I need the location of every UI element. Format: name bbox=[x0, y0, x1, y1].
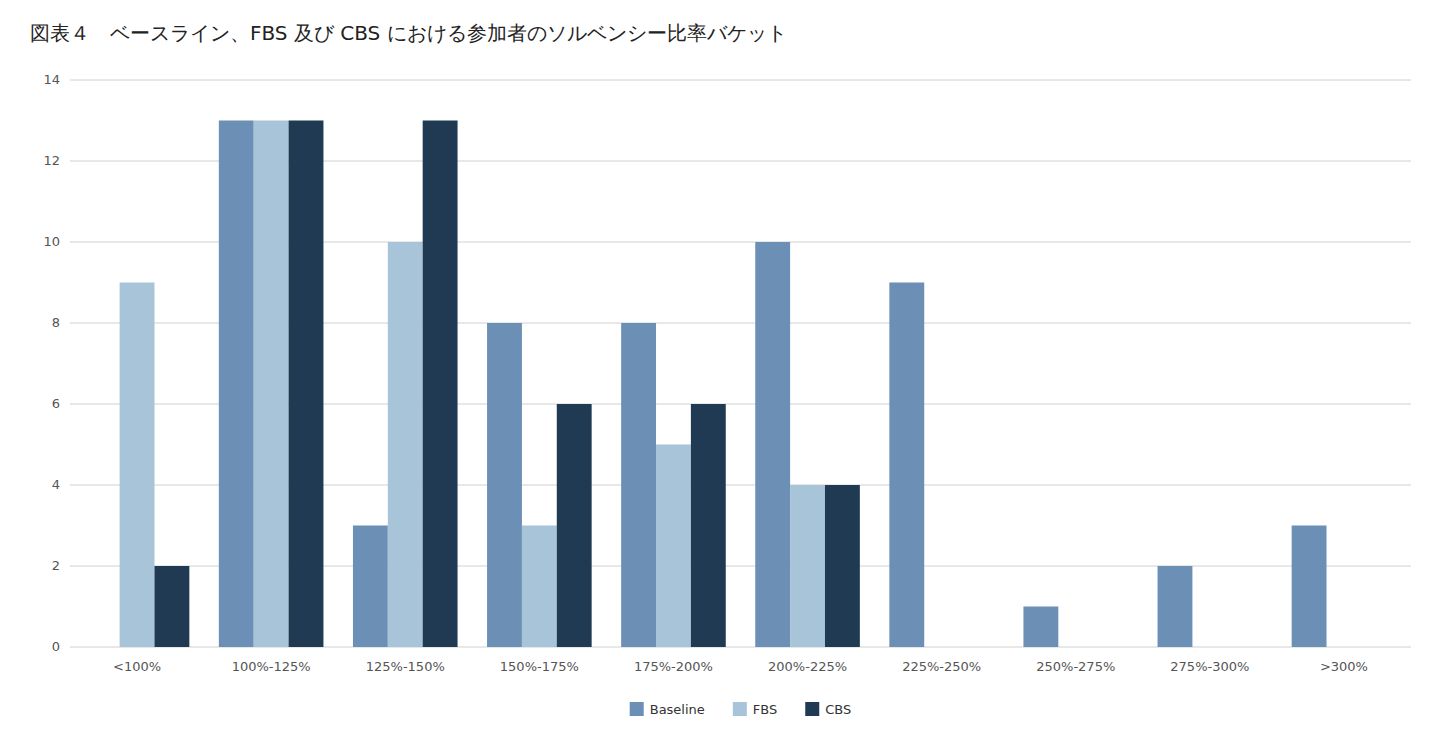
bar bbox=[889, 283, 924, 648]
bar bbox=[755, 242, 790, 647]
x-tick-label: 225%-250% bbox=[902, 659, 981, 674]
bar bbox=[621, 323, 656, 647]
x-tick-label: >300% bbox=[1320, 659, 1368, 674]
legend-item: CBS bbox=[805, 702, 851, 717]
x-tick-label: 175%-200% bbox=[634, 659, 713, 674]
bar bbox=[1192, 647, 1227, 648]
bar bbox=[1158, 566, 1193, 647]
chart-container: 図表４ ベースライン、FBS 及び CBS における参加者のソルベンシー比率バケ… bbox=[0, 0, 1451, 747]
x-tick-label: 275%-300% bbox=[1170, 659, 1249, 674]
legend-item: FBS bbox=[733, 702, 777, 717]
bar bbox=[254, 121, 289, 648]
y-tick-label: 4 bbox=[52, 477, 60, 492]
x-tick-label: 200%-225% bbox=[768, 659, 847, 674]
bar bbox=[924, 647, 959, 648]
legend-label: FBS bbox=[753, 702, 777, 717]
bar bbox=[120, 283, 155, 648]
x-tick-label: 125%-150% bbox=[366, 659, 445, 674]
bar bbox=[691, 404, 726, 647]
bar bbox=[825, 485, 860, 647]
y-tick-label: 0 bbox=[52, 639, 60, 654]
bar bbox=[388, 242, 423, 647]
y-tick-label: 6 bbox=[52, 396, 60, 411]
bar bbox=[85, 647, 120, 648]
y-tick-label: 2 bbox=[52, 558, 60, 573]
bar bbox=[1292, 526, 1327, 648]
bars bbox=[120, 121, 1327, 648]
x-tick-label: <100% bbox=[113, 659, 161, 674]
bar bbox=[219, 121, 254, 648]
legend-item: Baseline bbox=[630, 702, 705, 717]
bar bbox=[487, 323, 522, 647]
y-axis: 0 2 4 6 8 10 12 14 bbox=[43, 72, 1411, 654]
bar bbox=[1058, 647, 1093, 648]
series-2 bbox=[154, 121, 859, 648]
bar bbox=[1093, 647, 1128, 648]
bar bbox=[790, 485, 825, 647]
y-tick-label: 12 bbox=[43, 153, 60, 168]
bar bbox=[154, 566, 189, 647]
bar bbox=[353, 526, 388, 648]
legend-swatch bbox=[630, 702, 644, 716]
y-tick-label: 14 bbox=[43, 72, 60, 87]
bar bbox=[423, 121, 458, 648]
y-tick-label: 8 bbox=[52, 315, 60, 330]
y-tick-label: 10 bbox=[43, 234, 60, 249]
legend-label: CBS bbox=[825, 702, 851, 717]
page: {"chart_data": {"type": "bar", "title": … bbox=[0, 0, 1451, 747]
x-tick-label: 100%-125% bbox=[232, 659, 311, 674]
bar bbox=[522, 526, 557, 648]
x-tick-label: 250%-275% bbox=[1036, 659, 1115, 674]
x-tick-label: 150%-175% bbox=[500, 659, 579, 674]
grid-line bbox=[70, 80, 1411, 81]
bar bbox=[289, 121, 324, 648]
x-axis: <100% 100%-125% 125%-150% 150%-175% 175%-200… bbox=[113, 659, 1368, 674]
bar bbox=[1327, 647, 1362, 648]
series-0 bbox=[219, 121, 1327, 648]
bar bbox=[959, 647, 994, 648]
legend-swatch bbox=[805, 702, 819, 716]
bar bbox=[1227, 647, 1262, 648]
chart-svg: 図表４ ベースライン、FBS 及び CBS における参加者のソルベンシー比率バケ… bbox=[0, 0, 1451, 747]
title: 図表４ ベースライン、FBS 及び CBS における参加者のソルベンシー比率バケ… bbox=[30, 21, 787, 45]
legend-swatch bbox=[733, 702, 747, 716]
series-1 bbox=[120, 121, 825, 648]
legend-label: Baseline bbox=[650, 702, 705, 717]
bar bbox=[656, 445, 691, 648]
bar bbox=[1023, 607, 1058, 648]
bar bbox=[1361, 647, 1396, 648]
legend: Baseline FBS CBS bbox=[630, 702, 852, 717]
bar bbox=[557, 404, 592, 647]
background bbox=[0, 0, 1451, 747]
